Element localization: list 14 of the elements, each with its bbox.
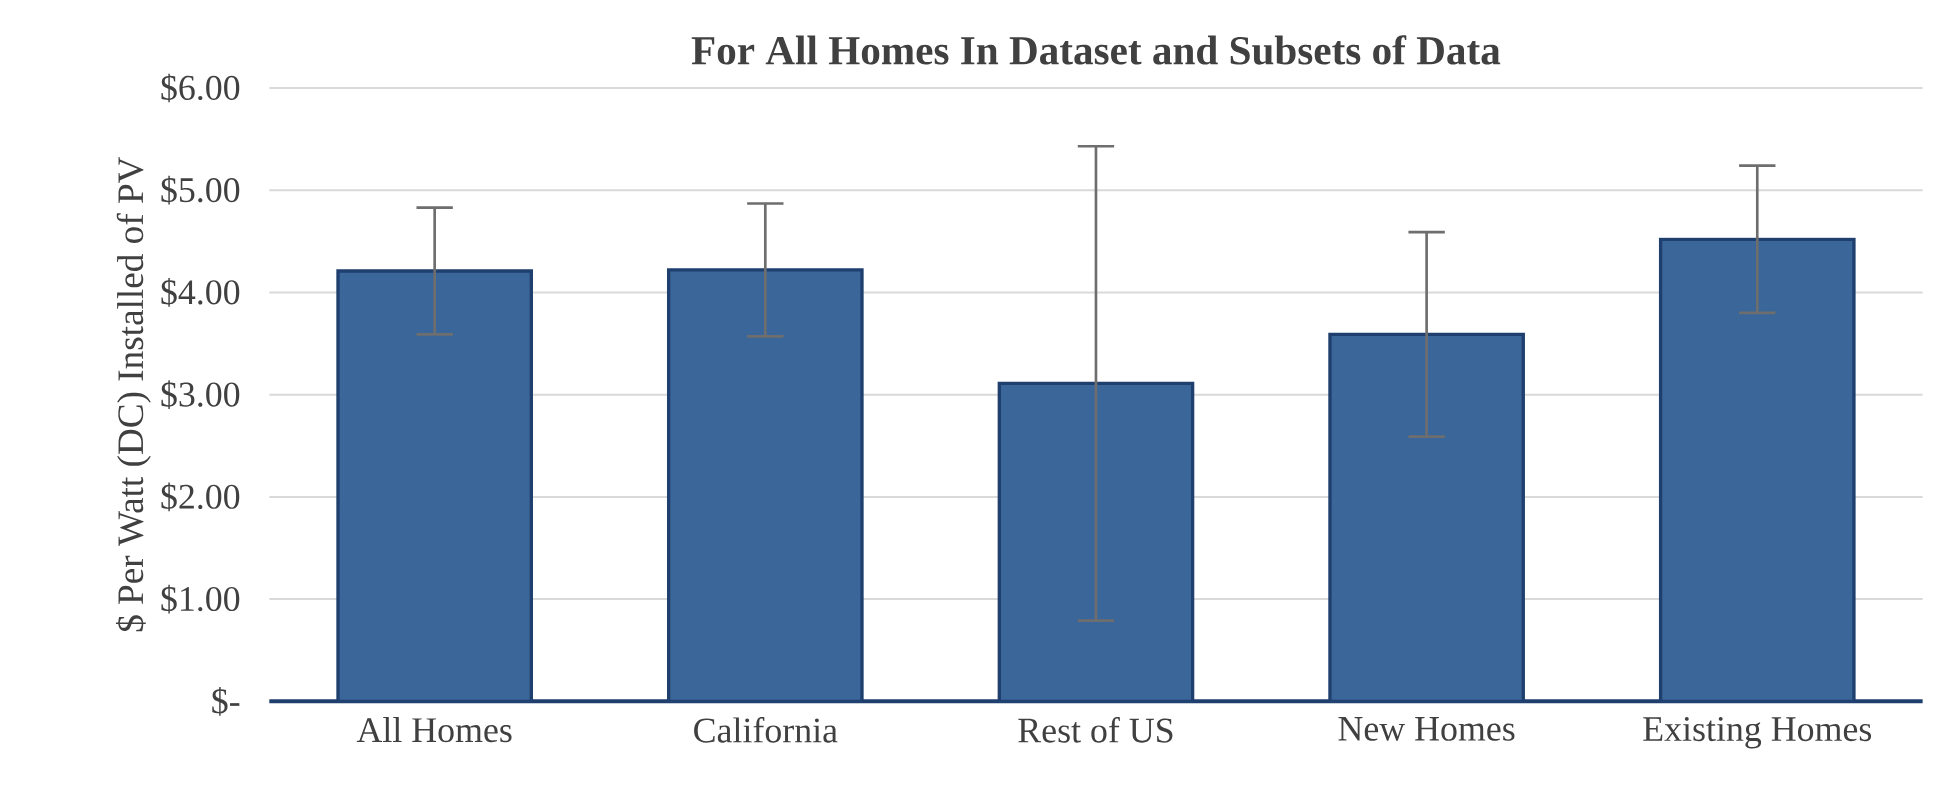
x-tick-label: All Homes: [356, 717, 512, 743]
y-axis-title: $ Per Watt (DC) Installed of PV: [115, 156, 151, 632]
x-tick-label: California: [694, 717, 838, 743]
y-tick-label: $4.00: [161, 278, 240, 307]
y-tick-label: $2.00: [161, 482, 240, 512]
chart-title: For All Homes In Dataset and Subsets of Data: [691, 35, 1501, 65]
y-tick-label: $1.00: [161, 584, 240, 614]
y-tick-label: $3.00: [161, 380, 240, 410]
y-tick-label: $-: [212, 686, 240, 716]
x-tick-label: Existing Homes: [1643, 717, 1872, 749]
x-tick-label: Rest of US: [1018, 717, 1173, 743]
y-tick-label: $6.00: [161, 73, 240, 103]
y-tick-label: $5.00: [161, 175, 240, 205]
x-tick-label: New Homes: [1338, 717, 1515, 741]
